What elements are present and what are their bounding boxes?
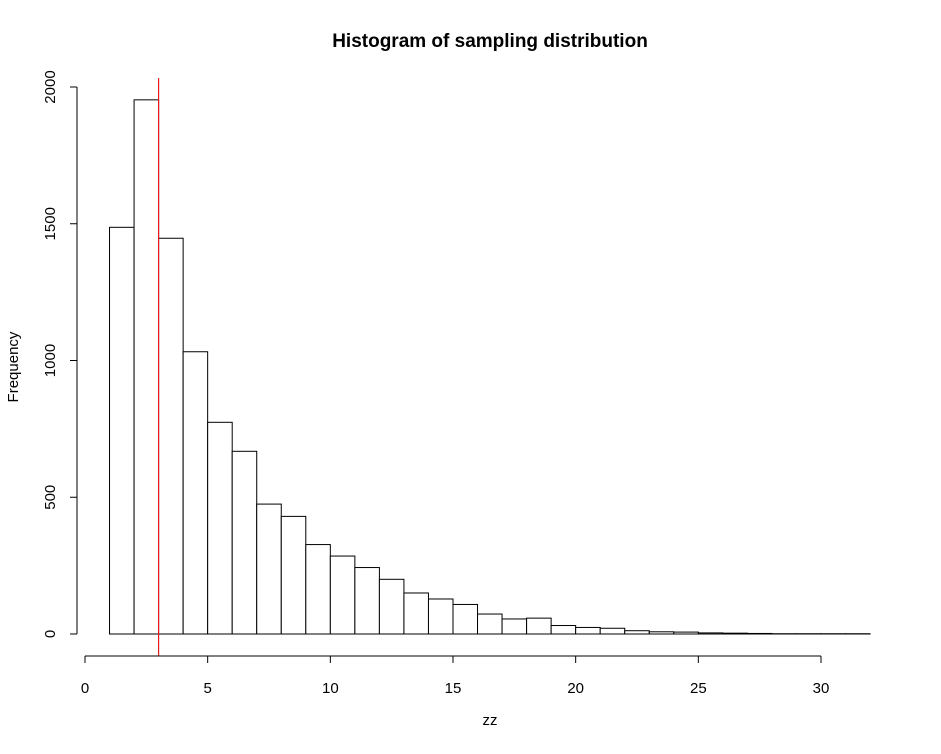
histogram-bar [673, 631, 699, 635]
histogram-bar [109, 226, 135, 635]
y-tick-label: 2000 [42, 70, 59, 103]
x-tick-label: 20 [567, 680, 584, 697]
y-axis-ticks: 0 500 1000 1500 2000 [42, 70, 77, 638]
histogram-bar [305, 544, 331, 635]
chart-title: Histogram of sampling distribution [332, 31, 648, 52]
histogram-bar [378, 578, 405, 635]
histogram-bar [158, 237, 184, 635]
histogram-bar [133, 99, 160, 635]
x-axis-label: zz [483, 712, 498, 729]
histogram-bar [697, 632, 724, 635]
histogram-bar [501, 618, 528, 635]
histogram-bar [354, 567, 380, 635]
histogram-bar [477, 613, 503, 635]
histogram-bar [182, 351, 209, 635]
histogram-bar [207, 421, 233, 635]
histogram-bar [427, 598, 454, 635]
histogram-bar [526, 617, 552, 635]
y-tick-label: 0 [42, 630, 59, 638]
histogram-bar [403, 592, 429, 635]
histogram-bars [109, 99, 871, 635]
histogram-bar [231, 450, 258, 635]
histogram-bar [452, 603, 479, 635]
x-tick-label: 30 [813, 680, 830, 697]
histogram-bar [256, 503, 282, 635]
histogram-bar [550, 625, 577, 635]
x-tick-label: 15 [445, 680, 462, 697]
y-tick-label: 1500 [42, 207, 59, 240]
x-tick-label: 0 [81, 680, 89, 697]
x-tick-label: 5 [203, 680, 211, 697]
histogram-bar [722, 632, 748, 635]
y-tick-label: 500 [42, 485, 59, 510]
histogram-bar [575, 626, 601, 635]
histogram-bar [280, 515, 307, 635]
x-tick-label: 10 [322, 680, 339, 697]
y-axis-label: Frequency [5, 331, 22, 402]
histogram-bar [624, 630, 650, 635]
histogram-bar [329, 555, 356, 635]
y-tick-label: 1000 [42, 344, 59, 377]
x-axis-ticks: 0 5 10 15 20 25 30 [81, 656, 830, 697]
histogram-bar [746, 632, 773, 635]
x-tick-label: 25 [690, 680, 707, 697]
histogram-bar [648, 631, 675, 635]
histogram-bar [599, 627, 626, 635]
